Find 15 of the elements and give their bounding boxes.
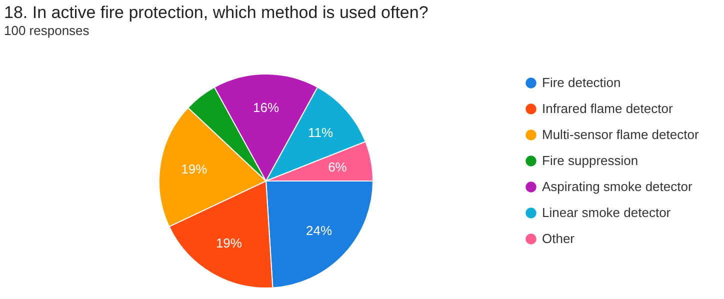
legend-label: Fire detection xyxy=(542,75,621,90)
legend-label: Multi-sensor flame detector xyxy=(542,127,700,142)
legend-label: Fire suppression xyxy=(542,153,638,168)
legend-label: Linear smoke detector xyxy=(542,205,672,220)
legend-label: Aspirating smoke detector xyxy=(542,179,693,194)
text: 100 responses xyxy=(4,23,90,38)
data-label: 11% xyxy=(308,124,334,140)
data-label: 19% xyxy=(181,162,208,177)
legend-label: Other xyxy=(542,231,576,246)
legend-label: Infrared flame detector xyxy=(542,101,674,116)
chart-title: 18. In active fire protection, which method is used often? xyxy=(4,3,428,22)
data-label: 6% xyxy=(328,159,348,174)
data-label: 16% xyxy=(252,100,280,116)
data-label: 24% xyxy=(306,222,332,238)
data-label: 19% xyxy=(216,236,242,251)
